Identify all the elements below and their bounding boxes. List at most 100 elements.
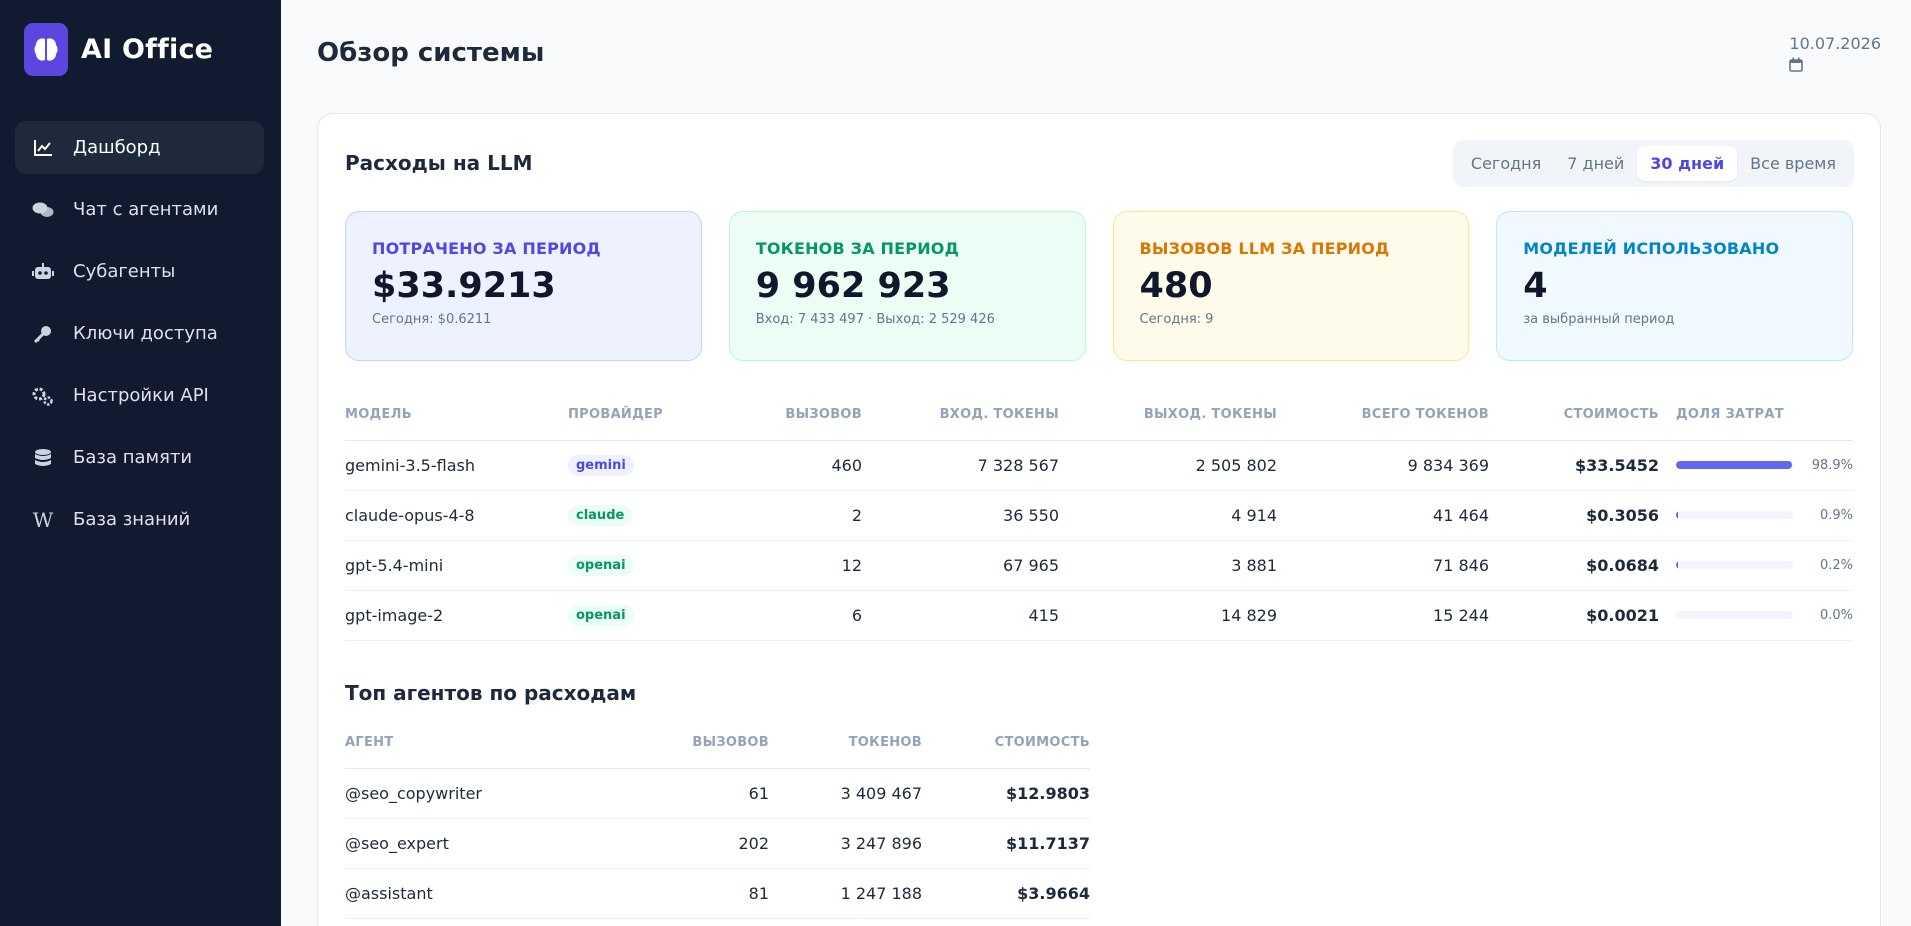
share-bar-track [1676,561,1793,569]
input-tokens-value: 36 550 [1003,506,1059,525]
provider-cell: openai [568,591,688,640]
llm-costs-card: Расходы на LLM Сегодня 7 дней 30 дней Вс… [317,113,1881,926]
sidebar-item-subagents[interactable]: Субагенты [15,245,264,298]
sidebar-item-knowledge-base[interactable]: W База знаний [15,493,264,546]
chart-line-icon [32,137,54,159]
share-bar-track [1676,611,1793,619]
period-30-days-button[interactable]: 30 дней [1637,146,1738,181]
table-row[interactable]: gpt-image-2 openai 6 415 14 829 15 244 $… [345,591,1853,641]
stat-label: МОДЕЛЕЙ ИСПОЛЬЗОВАНО [1523,239,1780,258]
column-header-output-tokens[interactable]: ВЫХОД. ТОКЕНЫ [1143,407,1277,422]
table-row[interactable]: @seo_copywriter 61 3 409 467 $12.9803 [345,769,1090,819]
stat-card-spent: ПОТРАЧЕНО ЗА ПЕРИОД $33.9213 Сегодня: $0… [345,211,702,361]
column-header-calls[interactable]: ВЫЗОВОВ [785,407,862,422]
robot-icon [32,261,54,283]
column-header-cost[interactable]: СТОИМОСТЬ [1563,407,1659,422]
stat-card-tokens: ТОКЕНОВ ЗА ПЕРИОД 9 962 923 Вход: 7 433 … [728,211,1086,361]
cost-share-cell: 0.9% [1676,491,1853,540]
app-name: AI Office [81,34,214,65]
share-percent: 0.2% [1819,558,1853,573]
cost-value: $12.9803 [1005,784,1090,803]
stat-value: 480 [1139,266,1213,306]
stat-label: ПОТРАЧЕНО ЗА ПЕРИОД [372,239,601,258]
model-name: gpt-5.4-mini [345,556,444,575]
period-7-days-button[interactable]: 7 дней [1567,154,1625,173]
key-icon [32,323,54,345]
brand[interactable]: AI Office [24,23,213,76]
table-row[interactable]: @assistant 81 1 247 188 $3.9664 [345,869,1090,919]
share-percent: 0.0% [1819,608,1853,623]
top-agents-title: Топ агентов по расходам [345,681,637,705]
agents-table-header: АГЕНТ ВЫЗОВОВ ТОКЕНОВ СТОИМОСТЬ [345,717,1090,769]
column-header-tokens[interactable]: ТОКЕНОВ [848,735,922,750]
stat-value: 9 962 923 [755,266,951,306]
share-bar-fill [1676,511,1678,519]
column-header-provider[interactable]: ПРОВАЙДЕР [568,407,663,422]
stat-value: $33.9213 [372,266,556,306]
tokens-value: 3 409 467 [840,784,922,803]
provider-badge: claude [568,505,633,526]
period-all-time-button[interactable]: Все время [1750,154,1836,173]
tokens-value: 3 247 896 [840,834,922,853]
calls-value: 6 [851,606,862,625]
column-header-agent[interactable]: АГЕНТ [345,735,394,750]
total-tokens-value: 41 464 [1433,506,1489,525]
table-row[interactable]: @seo_expert 202 3 247 896 $11.7137 [345,819,1090,869]
column-header-cost[interactable]: СТОИМОСТЬ [994,735,1090,750]
llm-costs-title: Расходы на LLM [345,151,533,175]
total-tokens-value: 71 846 [1433,556,1489,575]
output-tokens-value: 2 505 802 [1195,456,1277,475]
period-today-button[interactable]: Сегодня [1470,154,1542,173]
calendar-icon[interactable] [1789,57,1881,76]
column-header-total-tokens[interactable]: ВСЕГО ТОКЕНОВ [1361,407,1489,422]
sidebar-item-label: Субагенты [73,261,176,282]
input-tokens-value: 67 965 [1003,556,1059,575]
brain-logo-icon [24,23,68,76]
sidebar-item-label: Ключи доступа [73,323,218,344]
column-header-input-tokens[interactable]: ВХОД. ТОКЕНЫ [939,407,1059,422]
models-table: МОДЕЛЬ ПРОВАЙДЕР ВЫЗОВОВ ВХОД. ТОКЕНЫ ВЫ… [345,389,1853,641]
sidebar-item-access-keys[interactable]: Ключи доступа [15,307,264,360]
date-display: 10.07.2026 [1789,34,1881,76]
table-row[interactable]: gpt-5.4-mini openai 12 67 965 3 881 71 8… [345,541,1853,591]
models-table-header: МОДЕЛЬ ПРОВАЙДЕР ВЫЗОВОВ ВХОД. ТОКЕНЫ ВЫ… [345,389,1853,441]
calls-value: 61 [748,784,769,803]
stat-label: ВЫЗОВОВ LLM ЗА ПЕРИОД [1139,239,1390,258]
sidebar-item-agent-chat[interactable]: Чат с агентами [15,183,264,236]
sidebar-item-api-settings[interactable]: Настройки API [15,369,264,422]
stat-subtext: Сегодня: $0.6211 [372,312,492,327]
sidebar-item-label: Чат с агентами [73,199,219,220]
stat-card-models: МОДЕЛЕЙ ИСПОЛЬЗОВАНО 4 за выбранный пери… [1496,211,1853,361]
share-bar-track [1676,511,1793,519]
stat-label: ТОКЕНОВ ЗА ПЕРИОД [755,239,960,258]
column-header-calls[interactable]: ВЫЗОВОВ [692,735,769,750]
cost-share-cell: 0.0% [1676,591,1853,640]
share-bar-fill [1676,461,1792,469]
share-percent: 0.9% [1819,508,1853,523]
sidebar-nav: Дашборд Чат с агентами Субагенты Ключи д… [15,121,264,555]
output-tokens-value: 4 914 [1231,506,1277,525]
cost-value: $3.9664 [1017,884,1090,903]
calls-value: 12 [841,556,862,575]
column-header-cost-share[interactable]: ДОЛЯ ЗАТРАТ [1676,407,1784,422]
stat-subtext: Вход: 7 433 497 · Выход: 2 529 426 [755,312,995,327]
agent-name: @seo_expert [345,834,449,853]
column-header-model[interactable]: МОДЕЛЬ [345,407,412,422]
model-name: gemini-3.5-flash [345,456,475,475]
sidebar-item-dashboard[interactable]: Дашборд [15,121,264,174]
stats-row: ПОТРАЧЕНО ЗА ПЕРИОД $33.9213 Сегодня: $0… [345,211,1853,361]
chat-bubbles-icon [32,199,54,221]
sidebar-item-label: База памяти [73,447,193,468]
stat-value: 4 [1523,266,1548,306]
sidebar-item-memory-base[interactable]: База памяти [15,431,264,484]
agents-table: АГЕНТ ВЫЗОВОВ ТОКЕНОВ СТОИМОСТЬ @seo_cop… [345,717,1090,919]
wikipedia-icon: W [32,507,54,532]
sidebar-item-label: База знаний [73,509,191,530]
share-percent: 98.9% [1811,458,1853,473]
table-row[interactable]: gemini-3.5-flash gemini 460 7 328 567 2 … [345,441,1853,491]
table-row[interactable]: claude-opus-4-8 claude 2 36 550 4 914 41… [345,491,1853,541]
stat-subtext: за выбранный период [1523,312,1675,327]
calls-value: 202 [738,834,769,853]
cost-value: $11.7137 [1005,834,1090,853]
provider-cell: openai [568,541,688,590]
